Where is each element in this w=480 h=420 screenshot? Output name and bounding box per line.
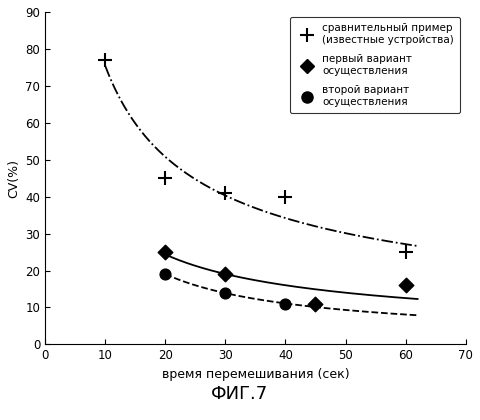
Point bbox=[161, 271, 169, 278]
Text: ФИГ.7: ФИГ.7 bbox=[211, 385, 269, 403]
Y-axis label: CV(%): CV(%) bbox=[7, 159, 20, 198]
Point bbox=[222, 289, 229, 296]
Point bbox=[222, 189, 229, 196]
Point bbox=[312, 300, 319, 307]
Point bbox=[101, 57, 109, 63]
Point bbox=[402, 282, 409, 289]
X-axis label: время перемешивания (сек): время перемешивания (сек) bbox=[162, 368, 349, 381]
Point bbox=[282, 300, 289, 307]
Point bbox=[222, 271, 229, 278]
Point bbox=[161, 175, 169, 181]
Point bbox=[282, 193, 289, 200]
Legend: сравнительный пример
(известные устройства), первый вариант
осуществления, второ: сравнительный пример (известные устройст… bbox=[290, 17, 460, 113]
Point bbox=[161, 249, 169, 255]
Point bbox=[402, 249, 409, 255]
